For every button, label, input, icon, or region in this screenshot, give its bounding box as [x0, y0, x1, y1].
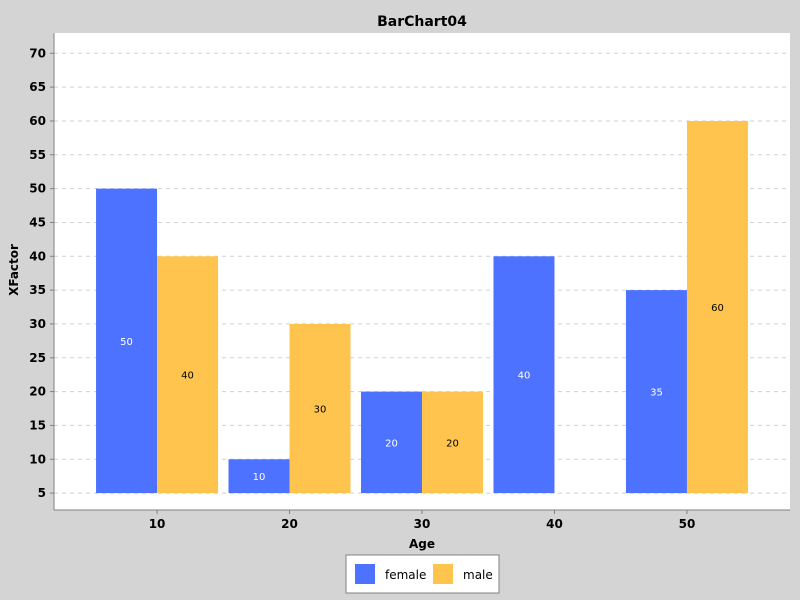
legend-swatch-female	[355, 564, 375, 584]
bar-female-50	[625, 290, 687, 494]
chart-title: BarChart04	[377, 14, 467, 30]
x-tick-label-40: 40	[546, 517, 563, 531]
y-axis-label: XFactor	[7, 244, 21, 296]
bar-male-20	[289, 323, 351, 494]
x-axis-ticks: 10 20 30 40 50	[149, 510, 696, 531]
bar-female-30	[361, 391, 422, 494]
x-tick-label-30: 30	[414, 517, 431, 531]
y-tick-label-45: 45	[29, 215, 46, 229]
y-tick-label-35: 35	[29, 283, 46, 297]
x-axis-label: Age	[409, 537, 435, 551]
legend: female male	[345, 554, 500, 594]
y-tick-label-5: 5	[38, 486, 46, 500]
y-axis-ticks: 5 10 15 20 25 30 35 40 45 50 55 60 65 70	[29, 46, 54, 500]
bar-female-20	[228, 459, 290, 494]
y-tick-label-55: 55	[29, 148, 46, 162]
data-labels: 50 40 10 30 20 20 40 35 60	[120, 303, 724, 483]
data-label-male-10: 40	[181, 371, 194, 382]
bar-male-30	[422, 391, 483, 494]
data-label-male-50: 60	[711, 303, 724, 314]
bars	[96, 120, 748, 494]
x-tick-label-50: 50	[679, 517, 696, 531]
y-tick-label-10: 10	[29, 452, 46, 466]
data-label-female-40: 40	[518, 371, 531, 382]
data-label-male-30: 20	[446, 438, 459, 449]
legend-label-male: male	[463, 568, 493, 582]
bar-male-50	[686, 120, 748, 494]
legend-label-female: female	[385, 568, 426, 582]
data-label-female-20: 10	[253, 472, 266, 483]
data-label-female-50: 35	[650, 388, 663, 399]
legend-swatch-male	[433, 564, 453, 584]
x-tick-label-20: 20	[281, 517, 298, 531]
y-tick-label-70: 70	[29, 46, 46, 60]
y-tick-label-20: 20	[29, 385, 46, 399]
bar-female-40	[493, 256, 555, 494]
x-tick-label-10: 10	[149, 517, 166, 531]
bar-female-10	[96, 188, 158, 494]
y-tick-label-25: 25	[29, 351, 46, 365]
y-tick-label-40: 40	[29, 249, 46, 263]
y-tick-label-65: 65	[29, 80, 46, 94]
y-tick-label-15: 15	[29, 418, 46, 432]
bar-male-10	[157, 256, 219, 494]
data-label-male-20: 30	[314, 405, 327, 416]
y-tick-label-60: 60	[29, 114, 46, 128]
y-tick-label-50: 50	[29, 182, 46, 196]
data-label-female-30: 20	[385, 438, 398, 449]
data-label-female-10: 50	[120, 337, 133, 348]
y-tick-label-30: 30	[29, 317, 46, 331]
